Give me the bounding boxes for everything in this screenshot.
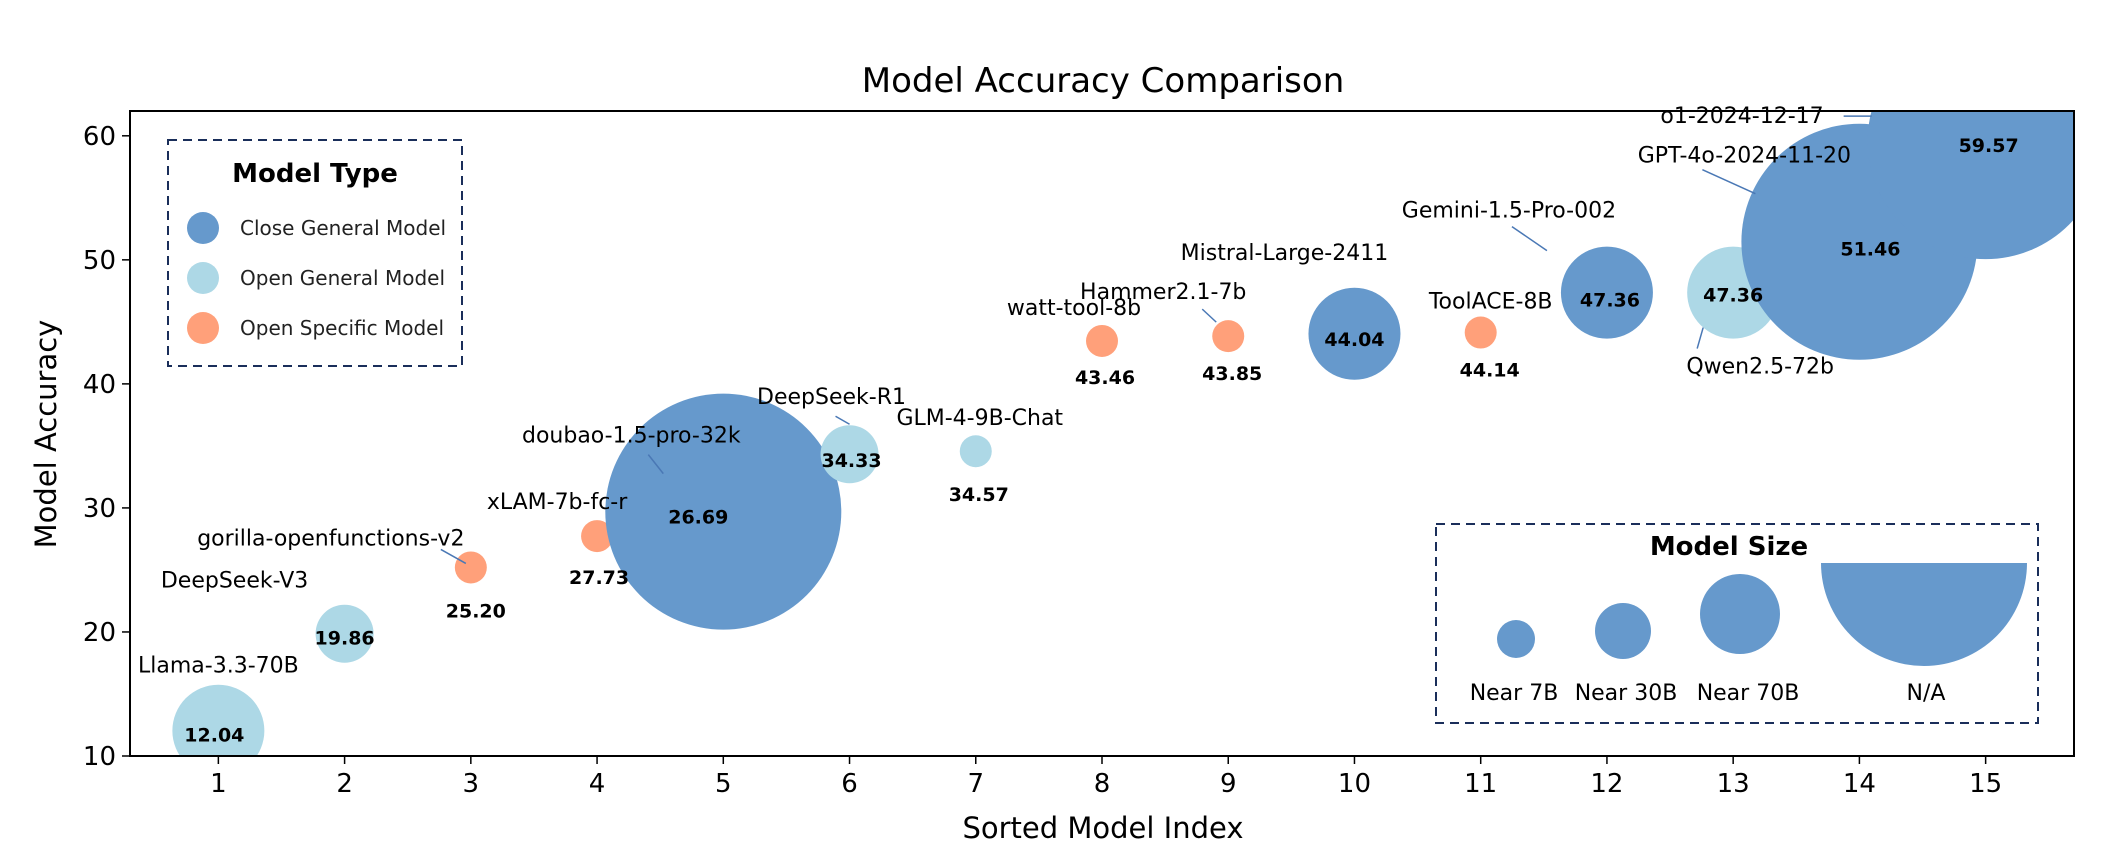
y-tick-label-30: 30: [83, 494, 116, 524]
bubble-5: [605, 393, 842, 630]
value-label-9: 43.85: [1202, 363, 1262, 385]
legend-model-size: Model Size Near 7B Near 30B Near 70B N/A: [1435, 523, 2039, 724]
value-label-3: 25.20: [446, 600, 506, 622]
legend-size-label-near_7b: Near 7B: [1470, 681, 1559, 706]
value-label-5: 26.69: [668, 507, 728, 529]
bubble-7: [959, 435, 992, 468]
legend-size-title: Model Size: [1650, 532, 1808, 562]
bubble-10: [1308, 287, 1401, 380]
model-name-label-13: Qwen2.5-72b: [1686, 355, 1834, 380]
model-name-label-8: watt-tool-8b: [1007, 296, 1141, 321]
legend-size-entries: Near 7B Near 30B Near 70B N/A: [1470, 563, 2027, 706]
legend-size-label-near_30b: Near 30B: [1575, 681, 1678, 706]
legend-type-label-open_general: Open General Model: [240, 266, 445, 290]
bubble-6: [820, 425, 879, 484]
value-label-7: 34.57: [949, 484, 1009, 506]
legend-size-marker-near_7b: [1497, 620, 1535, 658]
value-label-12: 47.36: [1580, 290, 1640, 312]
x-tick-label-7: 7: [967, 769, 984, 799]
x-tick-label-12: 12: [1590, 769, 1623, 799]
legend-size-marker-near_70b: [1700, 574, 1780, 654]
value-label-15: 59.57: [1959, 135, 2019, 157]
value-label-14: 51.46: [1840, 239, 1900, 261]
leader-line-13: [1696, 327, 1704, 349]
legend-type-marker-open_general: [187, 262, 219, 294]
legend-type-title: Model Type: [232, 159, 398, 189]
value-label-10: 44.04: [1324, 329, 1384, 351]
model-name-label-5: doubao-1.5-pro-32k: [522, 424, 741, 449]
model-name-label-12: Gemini-1.5-Pro-002: [1402, 199, 1616, 224]
model-name-label-6: DeepSeek-R1: [757, 385, 906, 410]
x-tick-label-10: 10: [1338, 769, 1371, 799]
legend-type-marker-close_general: [187, 212, 219, 244]
value-label-13: 47.36: [1703, 285, 1763, 307]
value-label-4: 27.73: [569, 567, 629, 589]
leader-line-5: [647, 454, 664, 475]
y-tick-label-40: 40: [83, 370, 116, 400]
x-tick-label-6: 6: [841, 769, 858, 799]
bubble-3: [454, 551, 487, 584]
bubble-15: [1867, 111, 2074, 260]
x-tick-label-13: 13: [1717, 769, 1750, 799]
bubble-1: [172, 684, 265, 756]
leader-line-9: [1201, 308, 1217, 323]
y-tick-label-50: 50: [83, 246, 116, 276]
model-name-label-11: ToolACE-8B: [1428, 290, 1553, 315]
x-axis-label: Sorted Model Index: [962, 811, 1243, 845]
y-tick-label-60: 60: [83, 122, 116, 152]
x-tick-label-14: 14: [1843, 769, 1876, 799]
x-tick-label-4: 4: [589, 769, 606, 799]
chart-title: Model Accuracy Comparison: [862, 61, 1345, 101]
model-name-label-2: DeepSeek-V3: [161, 569, 308, 594]
label-layer: Llama-3.3-70B 12.04 DeepSeek-V3 19.86 gorill…: [138, 104, 2019, 747]
value-label-2: 19.86: [315, 628, 375, 650]
legend-size-marker-near_30b: [1595, 603, 1651, 659]
leader-line-12: [1511, 225, 1548, 252]
model-name-label-10: Mistral-Large-2411: [1181, 241, 1389, 266]
y-tick-label-10: 10: [83, 742, 116, 772]
legend-size-label-na: N/A: [1907, 681, 1946, 706]
bubble-4: [581, 520, 614, 553]
x-tick-label-11: 11: [1464, 769, 1497, 799]
value-label-8: 43.46: [1075, 367, 1135, 389]
leader-line-6: [835, 415, 850, 425]
x-tick-label-5: 5: [715, 769, 732, 799]
bubble-2: [315, 604, 374, 663]
legend-model-type: Model Type Close General Model Open Gener…: [167, 139, 463, 367]
x-tick-label-1: 1: [210, 769, 227, 799]
legend-type-entries: Close General Model Open General Model Ope…: [187, 212, 446, 344]
model-name-label-1: Llama-3.3-70B: [138, 654, 299, 679]
bubble-9: [1212, 320, 1245, 353]
leader-line-3: [440, 548, 467, 565]
x-tick-label-2: 2: [336, 769, 353, 799]
model-name-label-15: o1-2024-12-17: [1660, 104, 1823, 129]
model-name-label-7: GLM-4-9B-Chat: [896, 406, 1063, 431]
value-label-1: 12.04: [184, 725, 244, 747]
value-label-11: 44.14: [1460, 360, 1520, 382]
x-tick-label-9: 9: [1220, 769, 1237, 799]
legend-size-marker-na: [1821, 563, 2027, 666]
legend-type-label-open_specific: Open Specific Model: [240, 316, 444, 340]
model-name-label-3: gorilla-openfunctions-v2: [197, 526, 464, 551]
legend-size-label-near_70b: Near 70B: [1697, 681, 1800, 706]
value-label-6: 34.33: [821, 450, 881, 472]
bubble-12: [1560, 246, 1653, 339]
x-tick-label-15: 15: [1969, 769, 2002, 799]
leader-line-14: [1702, 169, 1756, 195]
bubble-8: [1086, 324, 1118, 357]
model-name-label-9: Hammer2.1-7b: [1080, 280, 1246, 305]
x-tick-label-3: 3: [463, 769, 480, 799]
bubble-layer: [172, 111, 2074, 756]
model-name-label-4: xLAM-7b-fc-r: [487, 490, 628, 515]
model-name-label-14: GPT-4o-2024-11-20: [1638, 144, 1851, 169]
y-tick-label-20: 20: [83, 618, 116, 648]
legend-type-label-close_general: Close General Model: [240, 216, 446, 240]
bubble-11: [1464, 316, 1497, 349]
legend-type-marker-open_specific: [187, 312, 219, 344]
y-axis-label: Model Accuracy: [29, 320, 63, 549]
x-tick-label-8: 8: [1094, 769, 1111, 799]
